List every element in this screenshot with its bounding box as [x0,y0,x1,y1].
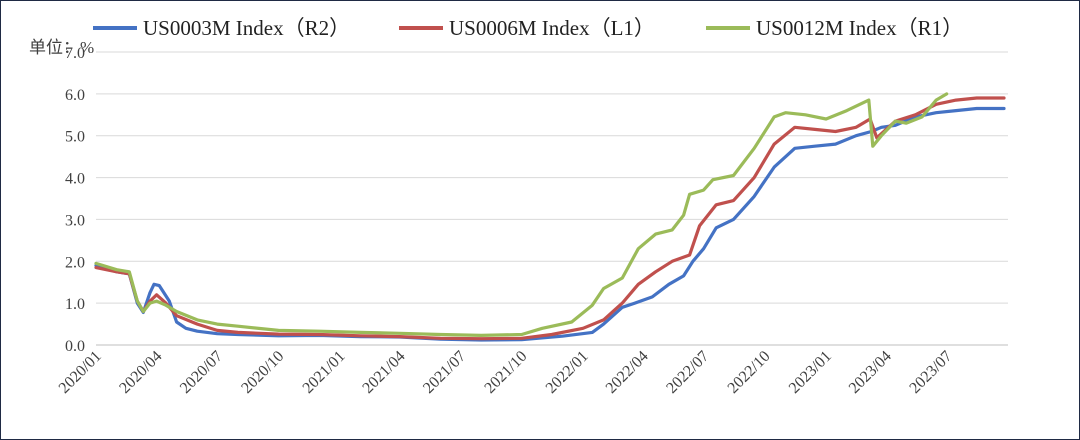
y-tick-label: 2.0 [65,254,85,271]
y-tick-label: 5.0 [65,129,85,146]
y-tick-label: 4.0 [65,171,85,188]
unit-label: 单位：% [29,38,94,57]
legend-entry: US0003M Index（R2） [143,16,350,40]
y-tick-label: 3.0 [65,212,85,229]
legend: US0003M Index（R2） US0006M Index（L1） US0012… [93,16,963,40]
y-tick-label: 1.0 [65,296,85,313]
y-tick-label: 6.0 [65,87,85,104]
x-tick-label: 2022/04 [603,348,652,397]
series-lines [94,92,1006,342]
x-tick-label: 2022/01 [543,348,592,397]
series-line-3 [94,92,949,337]
gridlines [96,51,1008,304]
x-tick-label: 2020/10 [238,348,287,397]
x-tick-label: 2020/04 [116,348,165,397]
x-tick-label: 2021/10 [481,348,530,397]
x-tick-label: 2022/10 [725,348,774,397]
x-tick-label: 2023/07 [906,348,955,397]
y-tick-label: 7.0 [65,45,85,62]
x-tick-label: 2021/07 [420,348,469,397]
x-tick-label: 2023/01 [786,348,835,397]
y-tick-label: 0.0 [65,338,85,355]
x-tick-label: 2023/04 [846,348,895,397]
x-tick-label: 2021/04 [359,348,408,397]
x-tick-label: 2021/01 [300,348,349,397]
x-tick-label: 2022/07 [663,348,712,397]
series-line-1 [94,106,1006,342]
legend-entry: US0012M Index（R1） [756,16,963,40]
x-tick-label: 2020/01 [56,348,105,397]
legend-entry: US0006M Index（L1） [449,16,655,40]
x-tick-label: 2020/07 [177,348,226,397]
